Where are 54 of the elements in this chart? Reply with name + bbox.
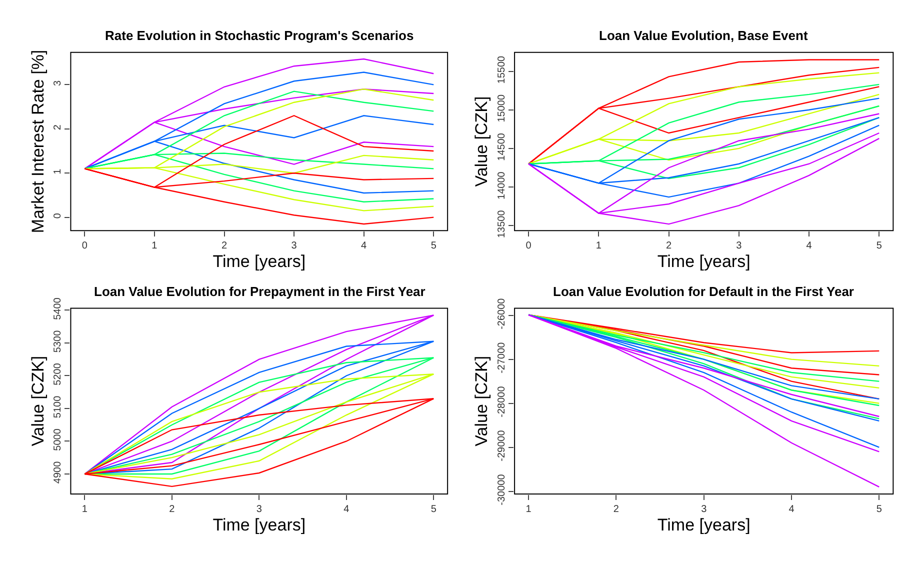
x-tick-label: 1 [152,240,158,252]
y-axis-title: Market Interest Rate [%] [28,50,48,234]
y-axis-title: Value [CZK] [28,356,48,446]
x-tick-label: 4 [806,240,812,252]
y-tick-label: -27000 [496,342,508,374]
y-tick-label: 14000 [496,171,508,200]
y-tick-label: 13500 [496,210,508,238]
y-tick-label: 1 [52,168,64,174]
y-tick-label: 5200 [52,362,64,386]
x-tick-label: 0 [526,240,532,252]
x-tick-label: 1 [82,504,88,515]
x-tick-label: 0 [82,240,88,252]
x-tick-label: 3 [291,240,298,252]
y-tick-label: 2 [52,124,64,130]
x-tick-label: 3 [256,504,262,515]
x-axis-title: Time [years] [212,515,306,534]
x-tick-label: 5 [876,240,882,252]
x-axis-title: Time [years] [657,515,750,534]
chart-title: Loan Value Evolution for Default in the First Year [553,284,854,299]
y-axis-title: Value [CZK] [472,96,492,187]
y-tick-label: -28000 [496,386,508,418]
y-tick-label: 5300 [52,330,64,353]
chart-title: Loan Value Evolution for Prepayment in the First Year [94,284,426,299]
y-tick-label: 0 [52,212,64,219]
x-tick-label: 2 [666,240,672,252]
y-tick-label: 14500 [496,132,508,161]
y-tick-label: -26000 [496,298,508,330]
y-axis-title: Value [CZK] [472,356,492,446]
x-tick-label: 3 [701,504,708,515]
x-axis-title: Time [years] [657,252,750,272]
x-axis-title: Time [years] [212,252,306,272]
y-tick-label: -30000 [496,474,508,506]
chart-title: Loan Value Evolution, Base Event [599,28,808,43]
x-tick-label: 5 [430,504,437,515]
y-tick-label: 15000 [496,94,508,122]
chart-title: Rate Evolution in Stochastic Program's Scenarios [105,28,414,43]
y-tick-label: 15500 [496,55,508,84]
x-tick-label: 4 [361,240,368,252]
y-tick-label: -29000 [496,430,508,462]
x-tick-label: 1 [526,504,532,515]
y-tick-label: 5400 [52,297,64,320]
x-tick-label: 1 [596,240,602,252]
x-tick-label: 5 [876,504,882,515]
x-tick-label: 2 [169,504,176,515]
x-tick-label: 3 [736,240,742,252]
x-tick-label: 2 [221,240,228,252]
x-tick-label: 4 [344,504,350,515]
y-tick-label: 5000 [52,428,64,451]
x-tick-label: 5 [430,240,437,252]
x-tick-label: 4 [788,504,795,515]
y-tick-label: 3 [52,80,64,86]
y-tick-label: 5100 [52,395,64,418]
x-tick-label: 2 [613,504,620,515]
y-tick-label: 4900 [52,460,64,484]
